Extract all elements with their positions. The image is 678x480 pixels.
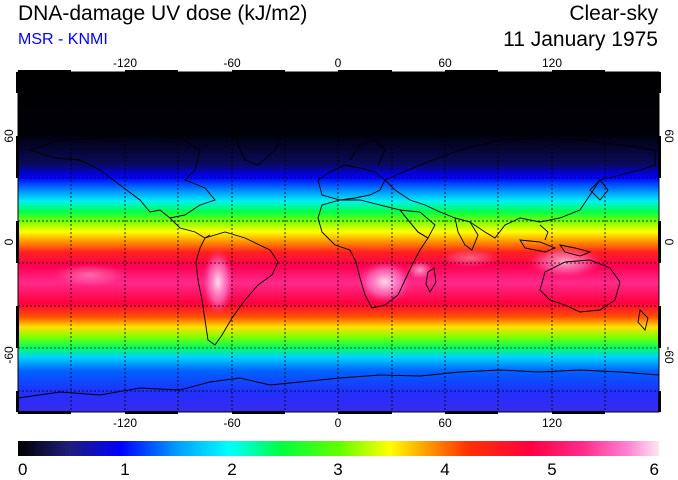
colorbar-tick-label: 4 [440,460,449,479]
lat-label-right: -60 [662,346,676,364]
lon-label-bottom: 0 [335,416,342,430]
left-latitude-labels: 60 0 -60 [2,129,16,364]
lat-label-left: 0 [2,238,16,245]
top-longitude-labels: -120 -60 0 60 120 [113,56,562,70]
map-title: DNA-damage UV dose (kJ/m2) [18,2,308,25]
lat-label-left: -60 [2,346,16,364]
lon-label-top: 120 [542,56,562,70]
colorbar-tick-label: 3 [333,460,342,479]
colorbar-tick-label: 6 [650,460,659,479]
colorbar [18,441,659,456]
lat-label-right: 60 [662,129,676,143]
colorbar-tick-label: 2 [227,460,236,479]
lon-label-top: -60 [223,56,241,70]
lat-label-right: 0 [662,239,676,246]
colorbar-tick-label: 5 [547,460,556,479]
lon-label-bottom: 120 [542,416,562,430]
lon-label-top: 60 [438,56,452,70]
lon-label-top: -120 [113,56,137,70]
bottom-longitude-labels: -120 -60 0 60 120 [113,416,562,430]
lat-label-left: 60 [2,129,16,143]
sky-condition-label: Clear-sky [569,2,658,25]
lon-label-bottom: -120 [113,416,137,430]
colorbar-tick-label: 1 [120,460,129,479]
colorbar-tick-label: 0 [18,460,27,479]
date-label: 11 January 1975 [503,28,658,51]
lon-label-top: 0 [335,56,342,70]
map-frame [16,70,661,414]
coastlines [18,121,659,399]
graticule [18,72,659,412]
uv-field [18,72,659,412]
right-latitude-labels: 60 0 -60 [662,129,676,364]
source-label: MSR - KNMI [18,31,108,48]
lon-label-bottom: -60 [223,416,241,430]
lon-label-bottom: 60 [438,416,452,430]
colorbar-ticks: 0 1 2 3 4 5 6 [18,460,659,479]
